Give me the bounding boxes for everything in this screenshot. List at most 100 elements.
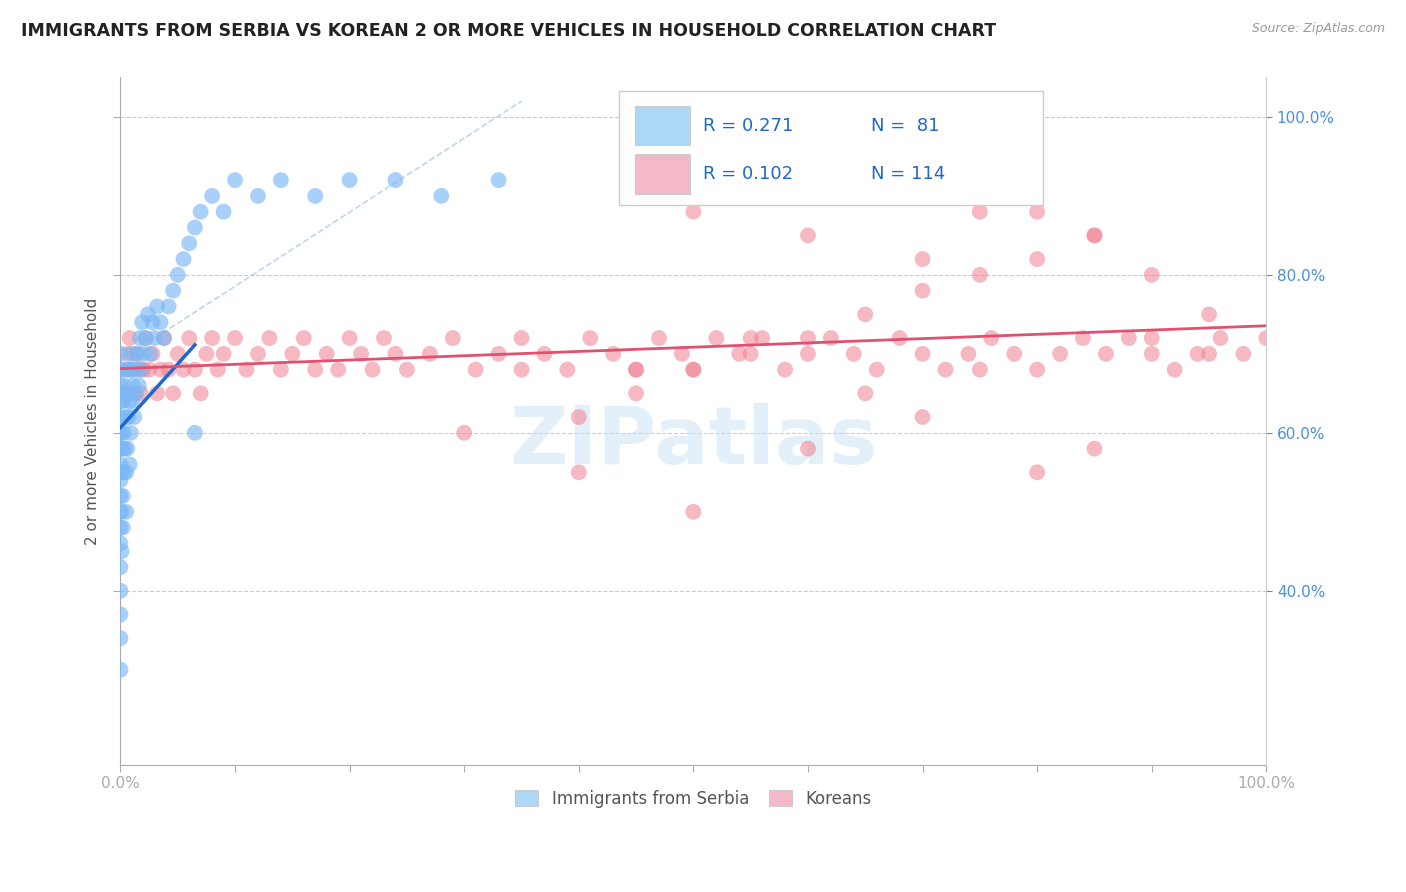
Point [373,331,395,345]
Point [149,362,172,376]
Point [162,386,184,401]
Point [122,410,145,425]
Point [110,473,132,487]
Text: N = 114: N = 114 [870,165,945,183]
Point [110,631,132,645]
Point [682,362,704,376]
Point [122,386,145,401]
Point [111,520,134,534]
Point [624,362,647,376]
Point [820,331,842,345]
Point [395,362,418,376]
Point [682,505,704,519]
Point [797,331,820,345]
Point [184,220,207,235]
Point [115,410,138,425]
Point [110,544,132,558]
Point [1140,331,1163,345]
Point [157,362,180,376]
Point [911,347,934,361]
FancyBboxPatch shape [619,91,1043,204]
Point [441,331,464,345]
Point [201,189,224,203]
Text: IMMIGRANTS FROM SERBIA VS KOREAN 2 OR MORE VEHICLES IN HOUSEHOLD CORRELATION CHA: IMMIGRANTS FROM SERBIA VS KOREAN 2 OR MO… [21,22,997,40]
Point [128,378,150,392]
Point [129,386,152,401]
Point [350,347,373,361]
Point [149,315,172,329]
Point [111,362,134,376]
Point [132,347,155,361]
Point [1163,362,1185,376]
Point [117,442,139,456]
Point [110,458,132,472]
Point [110,410,132,425]
Point [110,560,132,574]
Point [146,300,169,314]
FancyBboxPatch shape [636,105,690,145]
Point [740,347,762,361]
Point [184,362,207,376]
Point [533,347,555,361]
Point [568,465,591,479]
Point [129,362,152,376]
Text: ZIPatlas: ZIPatlas [509,402,877,481]
Point [115,465,138,479]
Point [110,663,132,677]
Point [110,505,132,519]
Point [624,386,647,401]
Point [704,331,727,345]
Point [1026,252,1049,266]
Point [957,347,980,361]
Point [138,362,160,376]
Point [339,331,361,345]
Point [117,362,139,376]
Point [1187,347,1209,361]
Point [842,347,865,361]
Point [969,204,991,219]
Point [1095,347,1118,361]
Point [117,347,139,361]
Text: R = 0.102: R = 0.102 [703,165,793,183]
Point [111,489,134,503]
Point [212,347,235,361]
Point [153,331,176,345]
Point [430,189,453,203]
Point [648,331,671,345]
Point [179,331,201,345]
Point [1198,307,1220,321]
Point [889,331,911,345]
Point [1026,465,1049,479]
Point [184,425,207,440]
Point [624,362,647,376]
Point [212,204,235,219]
Point [797,228,820,243]
Point [166,268,188,282]
Point [671,347,693,361]
Point [110,607,132,622]
Point [304,362,326,376]
Point [235,362,257,376]
Point [157,300,180,314]
Point [132,362,155,376]
Point [1071,331,1094,345]
Point [195,347,218,361]
Point [121,394,143,409]
Point [166,347,188,361]
Point [246,347,269,361]
Point [114,386,136,401]
Point [110,536,132,550]
Text: N =  81: N = 81 [870,117,939,135]
Point [111,394,134,409]
Point [112,465,135,479]
Point [969,268,991,282]
Point [728,347,751,361]
Point [121,347,143,361]
Point [1026,362,1049,376]
Point [384,173,406,187]
Point [162,284,184,298]
Point [224,173,246,187]
Point [135,331,157,345]
Y-axis label: 2 or more Vehicles in Household: 2 or more Vehicles in Household [86,297,100,545]
Point [339,173,361,187]
